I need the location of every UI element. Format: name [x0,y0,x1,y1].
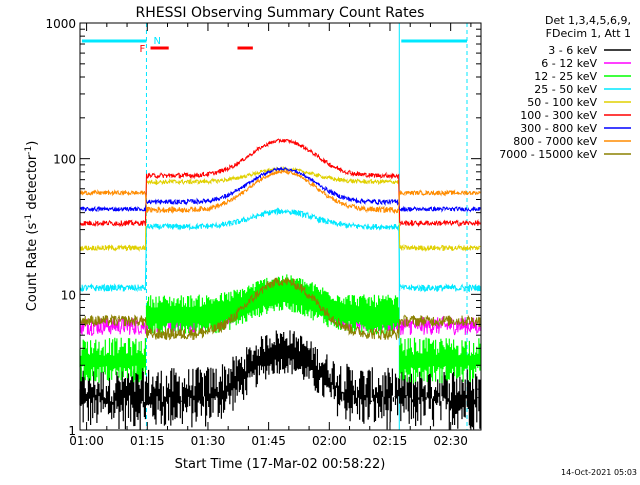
axes-frame [79,22,482,431]
y-tick-label-4: 1000 [45,17,76,31]
x-tick-label-7: 02:30 [433,434,468,448]
legend-label-5: 50 - 100 keV [527,96,597,109]
chart-title: RHESSI Observing Summary Count Rates [136,5,425,21]
series-4-line [79,207,481,293]
flare-flag-label: F [140,44,146,55]
axis-ticks: 01:00 01:15 01:30 01:45 02:00 02:15 02:30 1 10 10… [45,17,481,448]
x-tick-label-3: 01:30 [191,434,226,448]
legend-label-6: 100 - 300 keV [520,109,597,122]
x-tick-label-1: 01:00 [69,434,104,448]
legend-label-3: 12 - 25 keV [534,70,597,83]
legend-label-7: 300 - 800 keV [520,122,597,135]
series-6-line [79,138,481,228]
y-axis-label-main: Count Rate (s [25,223,40,312]
legend: Det 1,3,4,5,6,9, FDecim 1, Att 1 3 - 6 k… [499,14,631,161]
y-axis-label: Count Rate (s-1 detector-1) [24,141,40,312]
x-axis-label: Start Time (17-Mar-02 00:58:22) [175,457,386,472]
legend-label-1: 3 - 6 keV [548,44,597,57]
legend-label-4: 25 - 50 keV [534,83,597,96]
y-axis-label-sup1: -1 [24,214,34,223]
footer-timestamp: 14-Oct-2021 05:03 [561,468,637,477]
y-axis-label-sup2: -1 [24,146,34,155]
series-8-line [79,169,481,215]
x-tick-label-5: 02:00 [312,434,347,448]
legend-label-8: 800 - 7000 keV [513,135,597,148]
series-9-line [79,276,481,341]
plot-area: NF [79,23,481,430]
legend-header-2: FDecim 1, Att 1 [546,27,631,40]
y-tick-label-3: 100 [53,153,76,167]
saa-flag-label: N [153,36,160,47]
y-axis-label-mid: detector [25,154,40,214]
legend-label-2: 6 - 12 keV [541,57,597,70]
series-7-line [79,166,481,213]
x-tick-label-2: 01:15 [130,434,165,448]
y-axis-label-end: ) [25,141,40,146]
y-tick-label-2: 10 [61,288,76,302]
x-tick-label-4: 01:45 [251,434,286,448]
legend-header-1: Det 1,3,4,5,6,9, [545,14,631,27]
y-tick-label-1: 1 [68,424,76,438]
legend-label-9: 7000 - 15000 keV [499,148,597,161]
x-tick-label-6: 02:15 [373,434,408,448]
